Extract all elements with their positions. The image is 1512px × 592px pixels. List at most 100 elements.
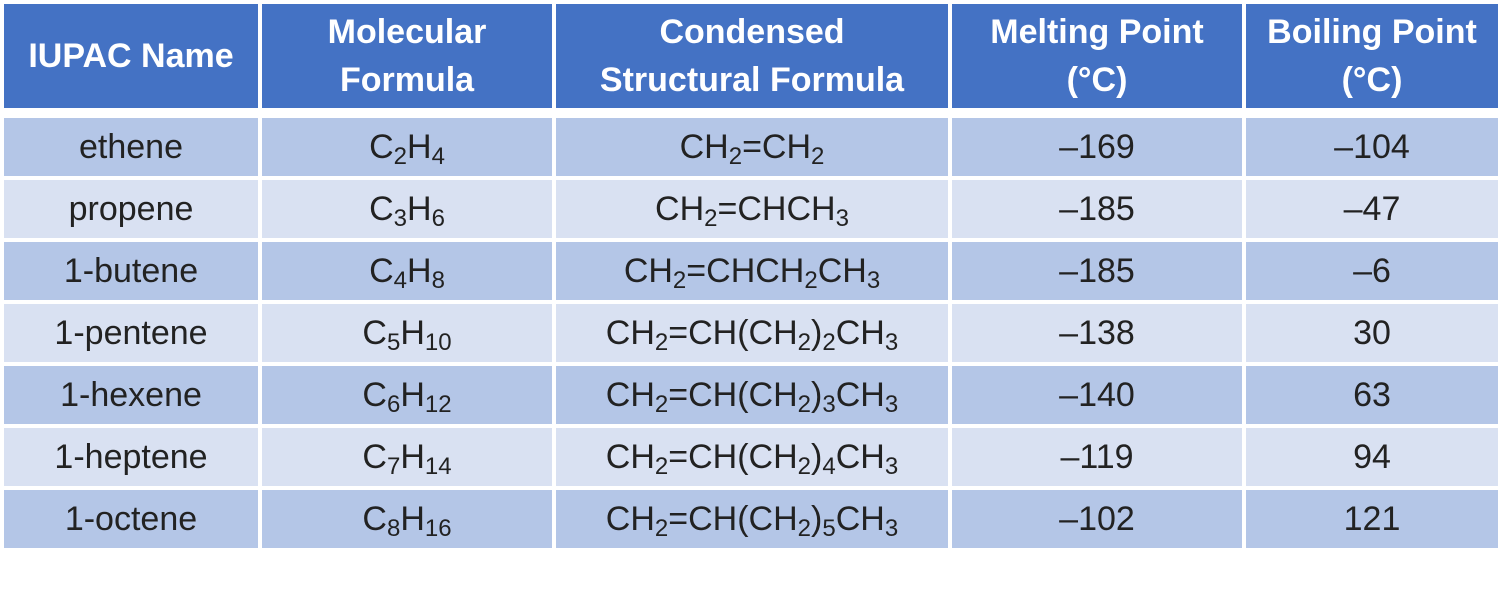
alkene-table-container: IUPAC Name Molecular Formula Condensed S… — [4, 4, 1502, 548]
table-body: ethene C2H4 CH2=CH2 –169 –104 propene C3H6 CH2=… — [4, 118, 1498, 548]
formula-subscript: 3 — [884, 452, 899, 480]
cell-condensed-formula: CH2=CH(CH2)3CH3 — [556, 366, 948, 424]
formula-subscript: 16 — [424, 514, 452, 542]
cell-molecular-formula: C6H12 — [262, 366, 552, 424]
formula-subscript: 2 — [797, 328, 812, 356]
header-boiling-point: Boiling Point (°C) — [1246, 4, 1498, 108]
header-melting-point: Melting Point (°C) — [952, 4, 1242, 108]
cell-condensed-formula: CH2=CHCH2CH3 — [556, 242, 948, 300]
formula-subscript: 4 — [431, 142, 445, 170]
formula-text: CH — [605, 375, 655, 414]
formula-text: =CHCH — [717, 189, 836, 228]
formula-text: =CH(CH — [668, 499, 798, 538]
header-molecular-line2: Formula — [339, 61, 475, 99]
cell-iupac-name: propene — [4, 180, 258, 238]
header-condensed-line1: Condensed — [659, 13, 845, 51]
formula-subscript: 2 — [728, 142, 743, 170]
cell-boiling-point: 121 — [1246, 490, 1498, 548]
formula-subscript: 2 — [654, 328, 669, 356]
formula-text: CH — [605, 313, 655, 352]
cell-molecular-formula: C2H4 — [262, 118, 552, 176]
formula-subscript: 2 — [654, 390, 669, 418]
formula-subscript: 6 — [386, 390, 401, 418]
formula-subscript: 8 — [386, 514, 401, 542]
formula-text: ) — [811, 313, 823, 352]
formula-text: ) — [811, 375, 823, 414]
formula-subscript: 2 — [654, 514, 669, 542]
header-molecular-line1: Molecular — [327, 13, 487, 51]
formula-text: H — [407, 251, 432, 290]
cell-iupac-name: 1-octene — [4, 490, 258, 548]
formula-subscript: 4 — [393, 266, 407, 294]
formula-subscript: 2 — [393, 142, 407, 170]
header-molecular-formula: Molecular Formula — [262, 4, 552, 108]
cell-melting-point: –185 — [952, 180, 1242, 238]
formula-subscript: 2 — [797, 390, 812, 418]
formula-text: CH — [835, 437, 885, 476]
cell-iupac-name: 1-hexene — [4, 366, 258, 424]
cell-melting-point: –169 — [952, 118, 1242, 176]
header-melting-line1: Melting Point — [990, 13, 1204, 51]
formula-text: ) — [811, 499, 823, 538]
cell-molecular-formula: C7H14 — [262, 428, 552, 486]
formula-text: CH — [817, 251, 867, 290]
formula-text: CH — [835, 499, 885, 538]
cell-molecular-formula: C8H16 — [262, 490, 552, 548]
table-row: 1-butene C4H8 CH2=CHCH2CH3 –185 –6 — [4, 242, 1498, 300]
cell-molecular-formula: C3H6 — [262, 180, 552, 238]
cell-melting-point: –140 — [952, 366, 1242, 424]
alkene-properties-table: IUPAC Name Molecular Formula Condensed S… — [4, 4, 1498, 548]
formula-text: C — [362, 375, 387, 414]
cell-condensed-formula: CH2=CH(CH2)5CH3 — [556, 490, 948, 548]
formula-subscript: 2 — [797, 452, 812, 480]
formula-subscript: 2 — [804, 266, 818, 294]
header-iupac-label: IUPAC Name — [28, 37, 234, 75]
cell-iupac-name: 1-heptene — [4, 428, 258, 486]
header-row: IUPAC Name Molecular Formula Condensed S… — [4, 4, 1498, 108]
formula-text: C — [362, 437, 387, 476]
cell-boiling-point: 94 — [1246, 428, 1498, 486]
table-row: ethene C2H4 CH2=CH2 –169 –104 — [4, 118, 1498, 176]
formula-text: CH — [835, 313, 885, 352]
formula-text: H — [400, 499, 425, 538]
formula-subscript: 2 — [704, 204, 718, 232]
formula-text: CH — [623, 251, 673, 290]
formula-subscript: 5 — [822, 514, 836, 542]
formula-text: =CH(CH — [668, 375, 798, 414]
formula-subscript: 2 — [822, 328, 836, 356]
formula-text: CH — [605, 437, 655, 476]
formula-text: H — [400, 313, 425, 352]
formula-subscript: 5 — [386, 328, 401, 356]
table-row: 1-hexene C6H12 CH2=CH(CH2)3CH3 –140 63 — [4, 366, 1498, 424]
formula-subscript: 12 — [424, 390, 452, 418]
header-boiling-line1: Boiling Point — [1267, 13, 1477, 51]
cell-iupac-name: ethene — [4, 118, 258, 176]
formula-subscript: 7 — [386, 452, 401, 480]
formula-text: C — [369, 189, 394, 228]
cell-melting-point: –119 — [952, 428, 1242, 486]
formula-text: H — [407, 127, 432, 166]
cell-boiling-point: 63 — [1246, 366, 1498, 424]
formula-text: CH — [835, 375, 885, 414]
cell-iupac-name: 1-pentene — [4, 304, 258, 362]
cell-molecular-formula: C5H10 — [262, 304, 552, 362]
formula-text: CH — [655, 189, 705, 228]
formula-subscript: 2 — [797, 514, 812, 542]
table-header: IUPAC Name Molecular Formula Condensed S… — [4, 4, 1498, 114]
formula-subscript: 8 — [431, 266, 445, 294]
cell-condensed-formula: CH2=CH(CH2)2CH3 — [556, 304, 948, 362]
formula-text: C — [369, 127, 394, 166]
formula-subscript: 3 — [884, 390, 899, 418]
formula-text: H — [407, 189, 432, 228]
formula-text: H — [400, 375, 425, 414]
formula-text: CH — [679, 127, 729, 166]
header-melting-line2: (°C) — [1066, 61, 1128, 99]
formula-subscript: 10 — [424, 328, 452, 356]
formula-subscript: 6 — [431, 204, 445, 232]
table-row: 1-octene C8H16 CH2=CH(CH2)5CH3 –102 121 — [4, 490, 1498, 548]
cell-boiling-point: 30 — [1246, 304, 1498, 362]
table-row: 1-heptene C7H14 CH2=CH(CH2)4CH3 –119 94 — [4, 428, 1498, 486]
formula-subscript: 14 — [424, 452, 452, 480]
cell-boiling-point: –6 — [1246, 242, 1498, 300]
formula-text: H — [400, 437, 425, 476]
